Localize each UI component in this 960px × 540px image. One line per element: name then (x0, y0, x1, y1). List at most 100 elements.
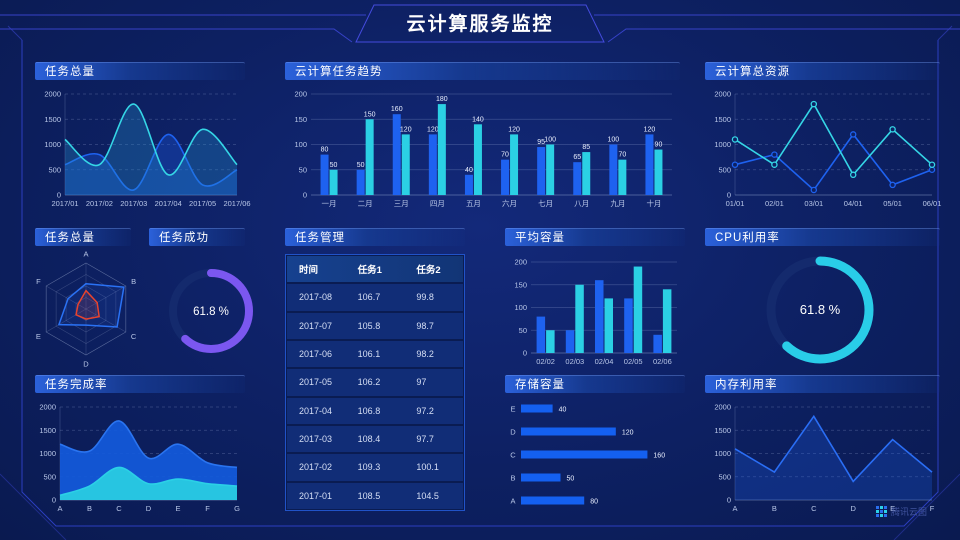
svg-text:0: 0 (727, 496, 731, 505)
svg-text:1000: 1000 (39, 449, 56, 458)
svg-text:A: A (57, 504, 62, 513)
svg-text:2017/04: 2017/04 (155, 199, 182, 208)
table-row: 2017-03 108.4 97.7 (287, 425, 463, 453)
svg-text:C: C (131, 332, 137, 341)
svg-text:五月: 五月 (466, 199, 481, 208)
svg-text:100: 100 (294, 140, 307, 149)
svg-text:2017/02: 2017/02 (86, 199, 113, 208)
svg-text:40: 40 (465, 167, 473, 174)
svg-text:1000: 1000 (44, 140, 61, 149)
svg-text:160: 160 (653, 453, 665, 460)
svg-text:50: 50 (567, 476, 575, 483)
svg-text:160: 160 (391, 106, 403, 113)
task-total-radar-chart: A B C D E F (36, 250, 137, 369)
svg-text:06/01: 06/01 (923, 199, 942, 208)
svg-text:50: 50 (519, 326, 527, 335)
svg-text:90: 90 (655, 142, 663, 149)
panel-header-cpu-usage: CPU利用率 (705, 228, 940, 246)
svg-text:D: D (83, 360, 89, 369)
svg-text:03/01: 03/01 (804, 199, 823, 208)
avg-capacity-bar-chart: 0 50 100 150 200 02/02 02/03 02/04 02/05 02/06 (514, 258, 677, 366)
svg-text:0: 0 (303, 191, 307, 200)
panel-header-task-total-radar: 任务总量 (35, 228, 131, 246)
svg-text:02/03: 02/03 (565, 357, 584, 366)
svg-text:120: 120 (508, 126, 520, 133)
svg-text:80: 80 (321, 147, 329, 154)
svg-text:500: 500 (48, 165, 61, 174)
panel-header-avg-capacity: 平均容量 (505, 228, 685, 246)
svg-text:120: 120 (400, 126, 412, 133)
svg-text:500: 500 (718, 472, 731, 481)
svg-text:1000: 1000 (714, 449, 731, 458)
svg-text:A: A (510, 497, 515, 506)
svg-text:C: C (510, 451, 516, 460)
svg-text:0: 0 (523, 349, 527, 358)
svg-text:120: 120 (622, 430, 634, 437)
svg-text:2000: 2000 (44, 90, 61, 99)
svg-text:F: F (36, 277, 41, 286)
svg-text:100: 100 (514, 303, 527, 312)
svg-text:70: 70 (501, 152, 509, 159)
svg-text:2000: 2000 (714, 90, 731, 99)
table-row: 2017-02 109.3 100.1 (287, 454, 463, 481)
panel-header-task-management: 任务管理 (285, 228, 465, 246)
panel-header-task-success: 任务成功 (149, 228, 245, 246)
svg-text:三月: 三月 (394, 199, 409, 208)
svg-text:120: 120 (427, 126, 439, 133)
svg-text:1500: 1500 (714, 426, 731, 435)
table-row: 2017-08 106.7 99.8 (287, 284, 463, 311)
svg-text:61.8 %: 61.8 % (193, 306, 229, 318)
svg-text:2000: 2000 (714, 403, 731, 412)
svg-text:500: 500 (43, 472, 56, 481)
panel-header-total-resources: 云计算总资源 (705, 62, 940, 80)
svg-text:04/01: 04/01 (844, 199, 863, 208)
svg-text:150: 150 (294, 115, 307, 124)
panel-header-task-completion: 任务完成率 (35, 375, 245, 393)
panel-header-task-trend: 云计算任务趋势 (285, 62, 680, 80)
svg-text:六月: 六月 (502, 198, 517, 208)
svg-text:B: B (131, 277, 136, 286)
svg-text:B: B (510, 474, 515, 483)
svg-text:D: D (510, 428, 516, 437)
svg-text:F: F (205, 504, 210, 513)
svg-text:2017/03: 2017/03 (120, 199, 147, 208)
table-row: 2017-07 105.8 98.7 (287, 312, 463, 339)
svg-text:2000: 2000 (39, 403, 56, 412)
table-row: 2017-01 108.5 104.5 (287, 482, 463, 509)
table-row: 2017-05 106.2 97 (287, 369, 463, 396)
svg-text:01/01: 01/01 (726, 199, 745, 208)
svg-text:100: 100 (544, 137, 556, 144)
svg-text:61.8 %: 61.8 % (800, 302, 841, 317)
watermark: 腾讯云图 (876, 505, 927, 518)
svg-text:120: 120 (644, 126, 656, 133)
svg-text:G: G (234, 504, 240, 513)
svg-text:02/04: 02/04 (595, 357, 614, 366)
task-trend-bar-chart: 0 50 100 150 200 一月 二月 三月 四月 五月 六月 七月 八月 九月 十月 80 50 160 1… (294, 90, 672, 208)
svg-text:50: 50 (299, 165, 307, 174)
watermark-text: 腾讯云图 (891, 507, 928, 517)
svg-text:2017/06: 2017/06 (223, 199, 250, 208)
svg-text:四月: 四月 (430, 199, 445, 208)
svg-text:2017/05: 2017/05 (189, 199, 216, 208)
svg-text:1500: 1500 (714, 115, 731, 124)
svg-text:九月: 九月 (610, 199, 625, 208)
svg-text:F: F (930, 504, 935, 513)
svg-text:B: B (772, 504, 777, 513)
svg-text:0: 0 (52, 496, 56, 505)
svg-text:八月: 八月 (574, 199, 589, 208)
panel-header-storage: 存储容量 (505, 375, 685, 393)
panel-header-memory: 内存利用率 (705, 375, 940, 393)
svg-text:50: 50 (357, 162, 365, 169)
svg-text:500: 500 (718, 165, 731, 174)
svg-text:150: 150 (514, 280, 527, 289)
svg-text:C: C (811, 504, 817, 513)
svg-text:100: 100 (608, 137, 620, 144)
task-completion-area-chart: 0 500 1000 1500 2000 A B C D E F G (39, 403, 240, 514)
svg-text:200: 200 (294, 90, 307, 99)
table-header-row: 时间 任务1 任务2 (287, 256, 463, 283)
svg-text:05/01: 05/01 (883, 199, 902, 208)
